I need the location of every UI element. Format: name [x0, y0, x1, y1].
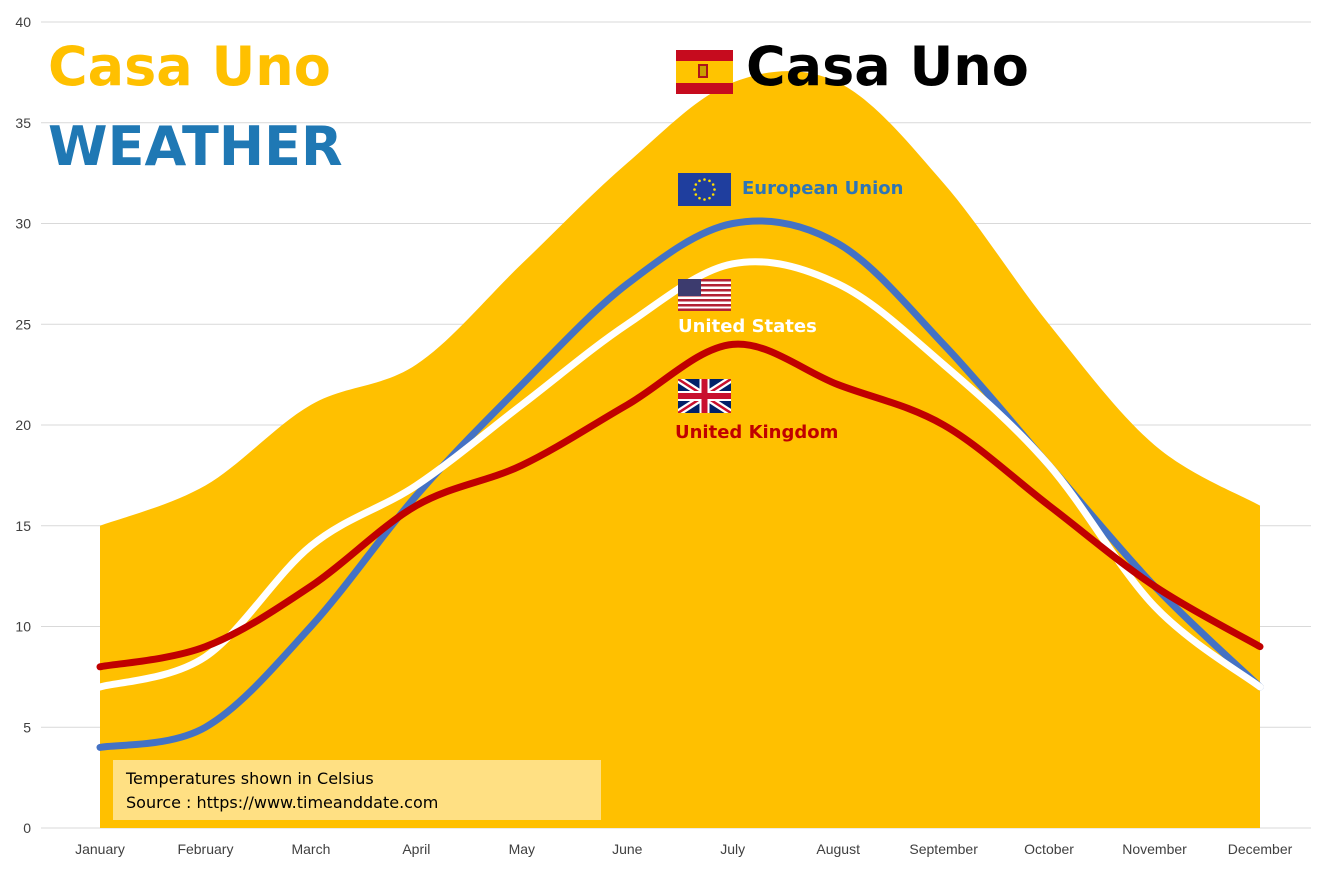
area-series-spain — [100, 71, 1260, 828]
x-tick-label: May — [509, 841, 535, 857]
x-tick-label: December — [1228, 841, 1293, 857]
y-tick-label: 35 — [15, 115, 31, 131]
y-tick-label: 15 — [15, 518, 31, 534]
y-tick-label: 0 — [23, 820, 31, 836]
brand-casa-uno: Casa Uno — [746, 35, 1029, 98]
uk-flag-icon — [678, 379, 731, 413]
x-tick-label: June — [612, 841, 643, 857]
title-weather: WEATHER — [48, 115, 343, 178]
x-tick-label: February — [177, 841, 233, 857]
us-flag-icon — [678, 279, 731, 311]
x-tick-label: July — [720, 841, 745, 857]
y-tick-label: 5 — [23, 719, 31, 735]
note-source: Source : https://www.timeanddate.com — [126, 793, 439, 812]
y-tick-label: 10 — [15, 619, 31, 635]
label-united-kingdom: United Kingdom — [675, 422, 839, 443]
y-tick-label: 40 — [15, 14, 31, 30]
title-casa-uno: Casa Uno — [48, 35, 331, 98]
x-tick-label: October — [1024, 841, 1074, 857]
area-series — [100, 71, 1260, 828]
x-tick-label: January — [75, 841, 125, 857]
source-note: Temperatures shown in Celsius Source : h… — [113, 760, 601, 820]
line-united-kingdom — [96, 340, 1264, 671]
x-axis-ticks: January February March April May June July Augu… — [75, 841, 1293, 857]
y-tick-label: 25 — [15, 316, 31, 332]
y-tick-label: 20 — [15, 417, 31, 433]
label-united-states: United States — [678, 316, 817, 337]
y-tick-label: 30 — [15, 216, 31, 232]
spain-flag-icon — [676, 50, 733, 94]
label-european-union: European Union — [742, 178, 904, 199]
x-tick-label: April — [402, 841, 430, 857]
note-celsius: Temperatures shown in Celsius — [126, 769, 374, 788]
x-tick-label: September — [909, 841, 978, 857]
x-tick-label: August — [816, 841, 860, 857]
x-tick-label: November — [1122, 841, 1187, 857]
x-tick-label: March — [291, 841, 330, 857]
eu-flag-icon — [678, 173, 731, 206]
y-axis-ticks: 0 5 10 15 20 25 30 35 40 — [15, 14, 31, 836]
